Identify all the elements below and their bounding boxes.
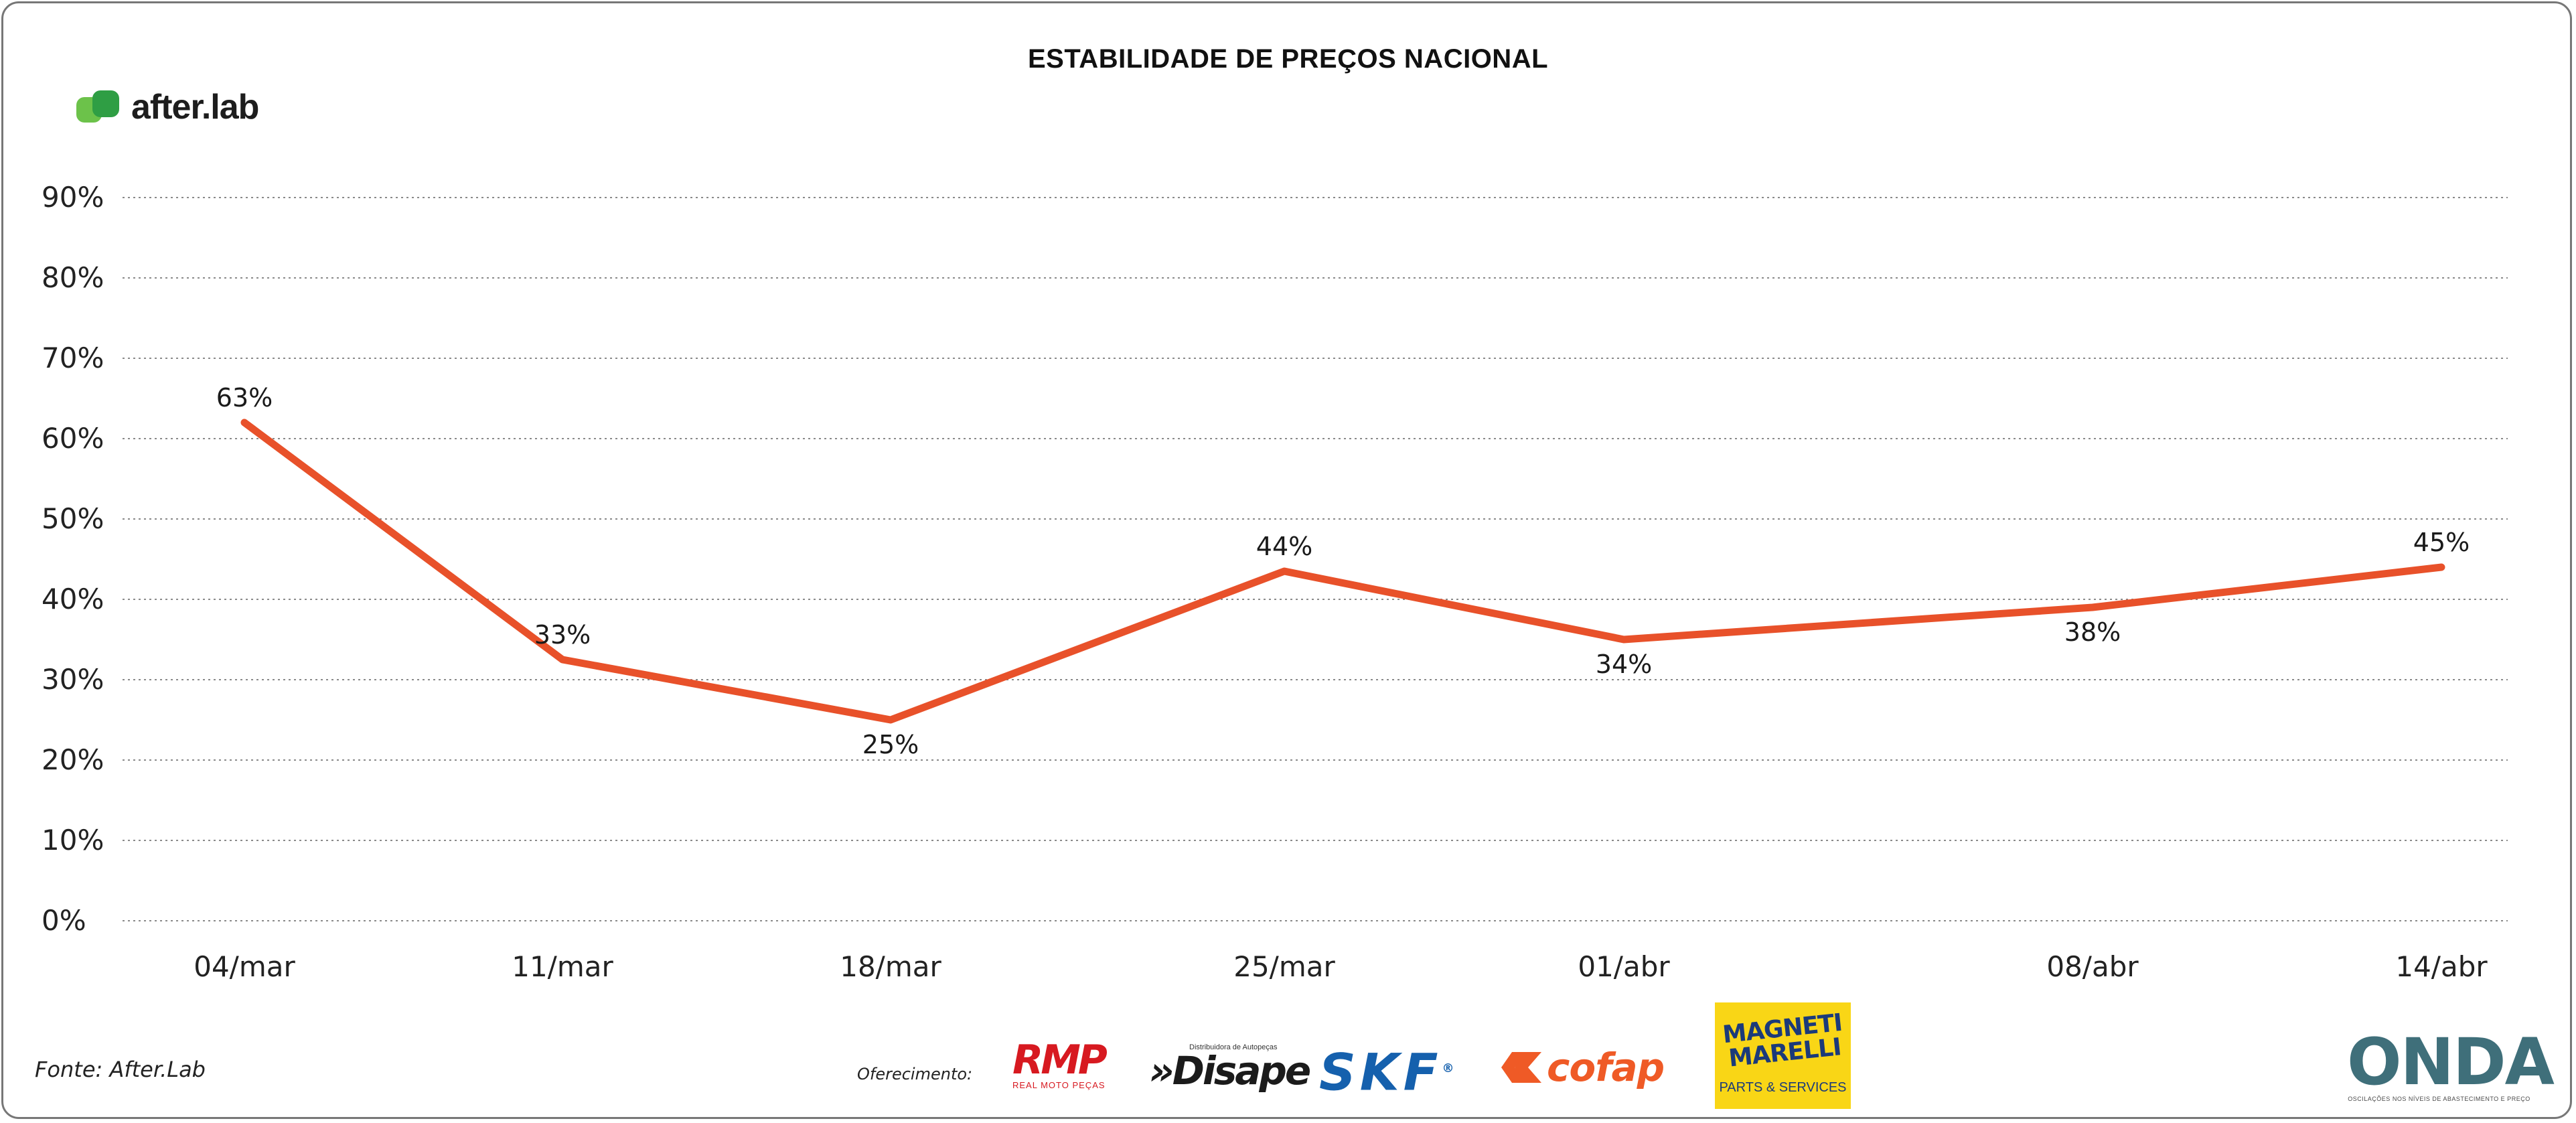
x-tick-label: 11/mar bbox=[512, 950, 613, 983]
data-label: 45% bbox=[2413, 528, 2470, 557]
cofap-logo: cofap bbox=[1500, 1045, 1665, 1090]
data-label: 44% bbox=[1256, 532, 1312, 561]
afterlab-logo-icon bbox=[76, 90, 119, 123]
x-tick-label: 25/mar bbox=[1233, 950, 1335, 983]
x-tick-label: 14/abr bbox=[2395, 950, 2488, 983]
data-label: 25% bbox=[862, 730, 919, 759]
rmp-logo-text: RMP bbox=[1012, 1037, 1108, 1083]
cofap-logo-text: cofap bbox=[1547, 1045, 1665, 1090]
magneti-marelli-logo-subtitle: PARTS & SERVICES bbox=[1719, 1080, 1847, 1095]
y-tick-label: 90% bbox=[42, 181, 104, 214]
disape-logo-subtitle: Distribuidora de Autopeças bbox=[1189, 1043, 1278, 1051]
afterlab-logo-text: after.lab bbox=[131, 88, 259, 127]
x-tick-label: 18/mar bbox=[840, 950, 941, 983]
y-tick-label: 40% bbox=[42, 583, 104, 615]
y-tick-label: 10% bbox=[42, 824, 104, 856]
afterlab-logo: after.lab bbox=[75, 87, 259, 127]
x-tick-label: 04/mar bbox=[194, 950, 295, 983]
source-note: Fonte: After.Lab bbox=[35, 1057, 206, 1082]
x-axis-ticks: 04/mar 11/mar 18/mar 25/mar 01/abr 08/abr 14/a… bbox=[194, 950, 2488, 983]
skf-logo-text: SKF bbox=[1319, 1042, 1442, 1102]
skf-logo: SKF® bbox=[1319, 1042, 1454, 1102]
rmp-logo-subtitle: REAL MOTO PEÇAS bbox=[1012, 1080, 1106, 1090]
y-tick-label: 20% bbox=[42, 743, 104, 776]
cofap-arrow-icon bbox=[1501, 1052, 1541, 1083]
chart-title: ESTABILIDADE DE PREÇOS NACIONAL bbox=[1027, 44, 1549, 74]
grid-lines bbox=[123, 197, 2508, 921]
data-label: 34% bbox=[1596, 650, 1652, 679]
y-tick-label: 50% bbox=[42, 502, 104, 535]
y-tick-label: 30% bbox=[42, 663, 104, 696]
magneti-marelli-logo-text: MAGNETI MARELLI bbox=[1721, 1008, 1843, 1073]
disape-logo: Distribuidora de Autopeças »Disape bbox=[1149, 1043, 1311, 1094]
y-tick-label: 80% bbox=[42, 261, 104, 294]
data-label: 38% bbox=[2064, 617, 2121, 647]
y-tick-label: 60% bbox=[42, 422, 104, 455]
y-tick-label: 70% bbox=[42, 342, 104, 374]
data-label: 33% bbox=[534, 620, 591, 650]
x-tick-label: 08/abr bbox=[2046, 950, 2139, 983]
y-tick-label: 0% bbox=[42, 904, 86, 937]
onda-logo-subtitle: OSCILAÇÕES NOS NÍVEIS DE ABASTECIMENTO E… bbox=[2348, 1096, 2530, 1102]
data-label: 63% bbox=[216, 383, 273, 413]
magneti-marelli-logo: MAGNETI MARELLI PARTS & SERVICES bbox=[1715, 1002, 1851, 1109]
onda-logo: ONDA OSCILAÇÕES NOS NÍVEIS DE ABASTECIME… bbox=[2347, 1025, 2555, 1102]
onda-logo-text: ONDA bbox=[2347, 1025, 2555, 1100]
data-labels: 63% 33% 25% 44% 34% 38% 45% bbox=[216, 383, 2470, 759]
rmp-logo: RMP REAL MOTO PEÇAS bbox=[1012, 1037, 1130, 1090]
x-tick-label: 01/abr bbox=[1578, 950, 1670, 983]
series-line bbox=[240, 419, 2445, 724]
sponsor-label: Oferecimento: bbox=[857, 1065, 973, 1083]
y-axis-ticks: 0% 10% 20% 30% 40% 50% 60% 70% 80% 90% bbox=[42, 181, 104, 937]
disape-logo-text: »Disape bbox=[1149, 1048, 1311, 1094]
